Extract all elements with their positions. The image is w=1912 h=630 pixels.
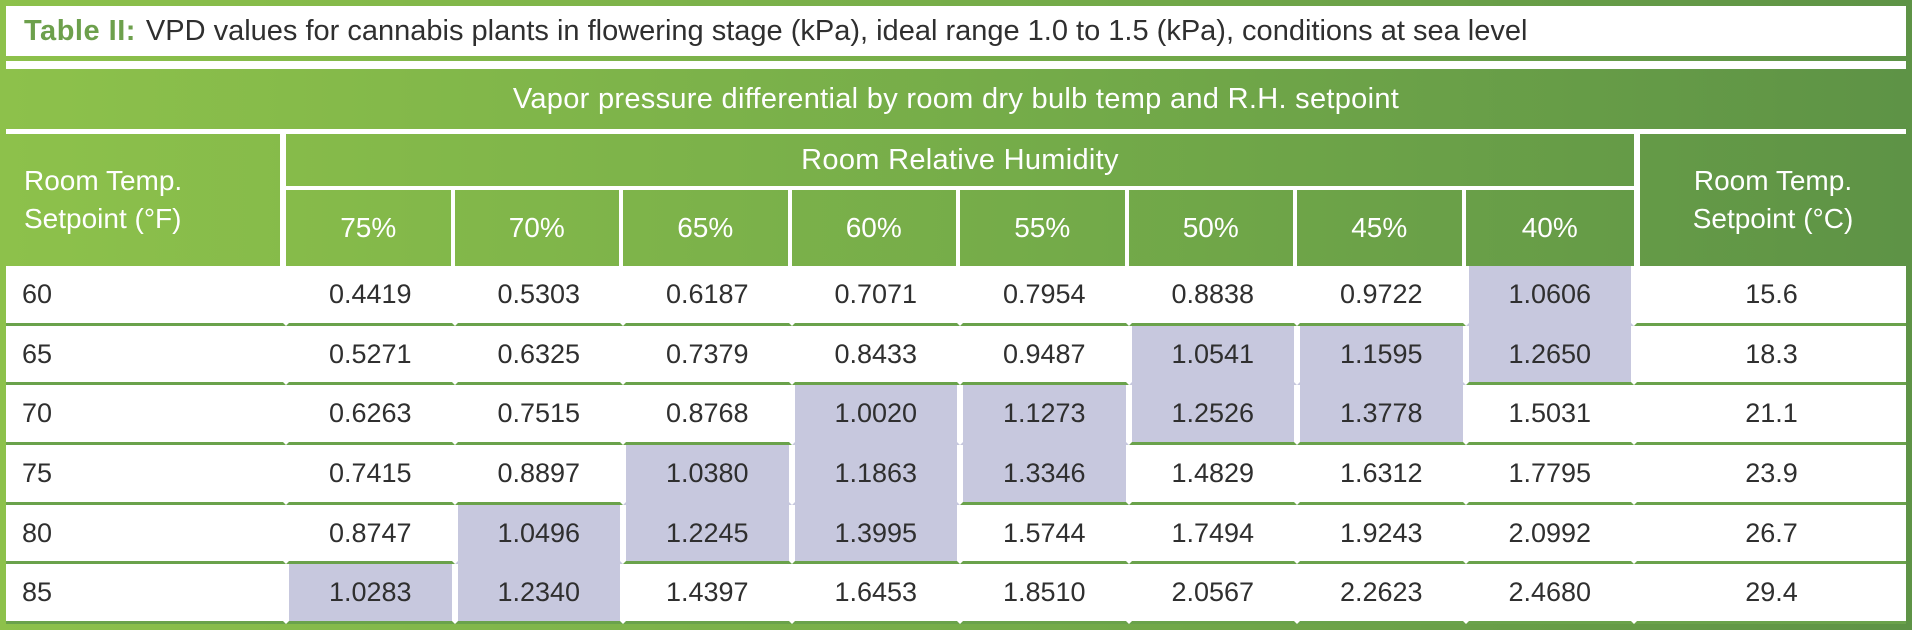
vpd-value-cell: 1.3346 — [960, 445, 1129, 505]
temp-c-cell: 23.9 — [1634, 445, 1906, 505]
vpd-value-cell: 1.0496 — [454, 504, 623, 565]
table-row: 70 0.6263 0.7515 0.8768 1.0020 1.1273 1.2526 1.… — [6, 385, 1906, 446]
table-row: 60 0.4419 0.5303 0.6187 0.7071 0.7954 0.8838 0.… — [6, 266, 1906, 326]
temp-f-cell: 85 — [6, 564, 286, 625]
vpd-value-cell: 1.6312 — [1297, 445, 1466, 505]
vpd-value-cell: 2.0992 — [1465, 504, 1634, 565]
vpd-value-cell: 0.6263 — [286, 385, 455, 446]
header-relative-humidity-group: Room Relative Humidity — [286, 134, 1634, 190]
vpd-value-cell: 1.2650 — [1465, 325, 1634, 386]
vpd-value-cell: 0.8747 — [286, 504, 455, 565]
temp-c-cell: 21.1 — [1634, 385, 1906, 446]
vpd-value-cell: 1.1595 — [1297, 325, 1466, 386]
temp-f-cell: 75 — [6, 445, 286, 505]
vpd-value-cell: 1.1863 — [791, 445, 960, 505]
header-room-temp-f: Room Temp. Setpoint (°F) — [6, 134, 286, 266]
vpd-value-cell: 1.3995 — [791, 504, 960, 565]
subtitle-bar: Vapor pressure differential by room dry … — [6, 69, 1906, 129]
table-row: 75 0.7415 0.8897 1.0380 1.1863 1.3346 1.4829 1.… — [6, 445, 1906, 505]
vpd-value-cell: 0.8433 — [791, 325, 960, 386]
vpd-value-cell: 0.7071 — [791, 266, 960, 326]
caption-divider — [6, 56, 1906, 61]
vpd-value-cell: 1.5031 — [1465, 385, 1634, 446]
vpd-value-cell: 1.0283 — [286, 564, 455, 625]
vpd-value-cell: 0.8838 — [1128, 266, 1297, 326]
vpd-value-cell: 0.8768 — [623, 385, 792, 446]
temp-c-cell: 18.3 — [1634, 325, 1906, 386]
vpd-value-cell: 1.0020 — [791, 385, 960, 446]
vpd-value-cell: 2.2623 — [1297, 564, 1466, 625]
vpd-value-cell: 1.2245 — [623, 504, 792, 565]
spacer — [6, 129, 1906, 134]
table-row: 85 1.0283 1.2340 1.4397 1.6453 1.8510 2.0567 2.… — [6, 564, 1906, 625]
vpd-value-cell: 0.7379 — [623, 325, 792, 386]
header-rh-40: 40% — [1521, 212, 1578, 243]
temp-f-cell: 65 — [6, 325, 286, 386]
temp-f-cell: 80 — [6, 504, 286, 565]
table-inner: Table II: VPD values for cannabis plants… — [6, 6, 1906, 625]
vpd-value-cell: 0.9722 — [1297, 266, 1466, 326]
vpd-value-cell: 1.6453 — [791, 564, 960, 625]
header-rh-65: 65% — [623, 190, 792, 266]
vpd-value-cell: 2.0567 — [1128, 564, 1297, 625]
header-rh-55: 55% — [960, 190, 1129, 266]
header-room-temp-c: Room Temp. Setpoint (°C) — [1634, 134, 1906, 266]
vpd-value-cell: 0.4419 — [286, 266, 455, 326]
vpd-value-cell: 1.3778 — [1297, 385, 1466, 446]
header-rh-50: 50% — [1129, 190, 1297, 266]
table-caption: Table II: VPD values for cannabis plants… — [6, 6, 1906, 56]
vpd-value-cell: 0.7515 — [454, 385, 623, 446]
vpd-value-cell: 0.5303 — [454, 266, 623, 326]
temp-c-cell: 26.7 — [1634, 504, 1906, 565]
vpd-value-cell: 1.0606 — [1465, 266, 1634, 326]
vpd-value-cell: 1.2340 — [454, 564, 623, 625]
temp-c-cell: 29.4 — [1634, 564, 1906, 625]
temp-f-cell: 60 — [6, 266, 286, 326]
table-row: 65 0.5271 0.6325 0.7379 0.8433 0.9487 1.0541 1.… — [6, 325, 1906, 386]
vpd-value-cell: 2.4680 — [1465, 564, 1634, 625]
table-caption-text: VPD values for cannabis plants in flower… — [145, 14, 1528, 47]
vpd-value-cell: 1.9243 — [1297, 504, 1466, 565]
table-caption-label: Table II: — [24, 14, 136, 47]
vpd-value-cell: 0.9487 — [960, 325, 1129, 386]
vpd-value-cell: 1.8510 — [960, 564, 1129, 625]
header-band: Room Temp. Setpoint (°F) Room Relative H… — [6, 134, 1906, 266]
vpd-value-cell: 0.7954 — [960, 266, 1129, 326]
header-rh-70: 70% — [455, 190, 623, 266]
header-rh-60: 60% — [792, 190, 960, 266]
vpd-value-cell: 0.5271 — [286, 325, 455, 386]
temp-f-cell: 70 — [6, 385, 286, 446]
vpd-value-cell: 1.1273 — [960, 385, 1129, 446]
vpd-value-cell: 0.6187 — [623, 266, 792, 326]
header-rh-45: 45% — [1297, 190, 1466, 266]
vpd-value-cell: 1.4397 — [623, 564, 792, 625]
vpd-value-cell: 0.7415 — [286, 445, 455, 505]
spacer — [6, 61, 1906, 69]
vpd-value-cell: 1.7494 — [1128, 504, 1297, 565]
vpd-value-cell: 1.0541 — [1128, 325, 1297, 386]
header-rh-75: 75% — [286, 190, 455, 266]
vpd-value-cell: 1.4829 — [1128, 445, 1297, 505]
vpd-value-cell: 1.7795 — [1465, 445, 1634, 505]
vpd-value-cell: 0.8897 — [454, 445, 623, 505]
vpd-value-cell: 1.2526 — [1128, 385, 1297, 446]
vpd-value-cell: 1.0380 — [623, 445, 792, 505]
table-body: 60 0.4419 0.5303 0.6187 0.7071 0.7954 0.8838 0.… — [6, 266, 1906, 625]
table-row: 80 0.8747 1.0496 1.2245 1.3995 1.5744 1.7494 1.… — [6, 504, 1906, 565]
subtitle-text: Vapor pressure differential by room dry … — [512, 82, 1400, 115]
vpd-value-cell: 0.6325 — [454, 325, 623, 386]
temp-c-cell: 15.6 — [1634, 266, 1906, 326]
vpd-value-cell: 1.5744 — [960, 504, 1129, 565]
